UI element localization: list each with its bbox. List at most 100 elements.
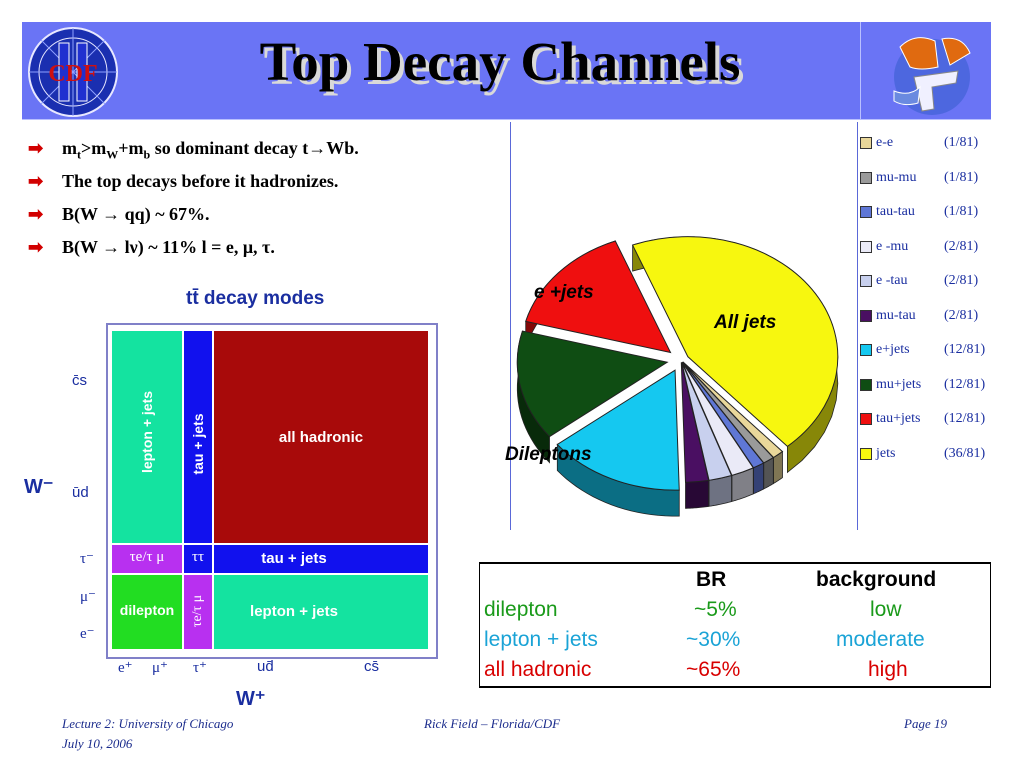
- legend-swatch: [860, 171, 872, 184]
- x-axis-label: W⁺: [236, 688, 266, 710]
- slice-label-all-jets: All jets: [714, 312, 777, 333]
- legend-item: mu-tau (2/81): [860, 299, 1010, 334]
- legend-label: e-e: [876, 135, 894, 151]
- background-header: background: [816, 568, 937, 591]
- row-name: all hadronic: [484, 658, 592, 681]
- row-name: dilepton: [484, 598, 558, 621]
- x-tick-tau: τ⁺: [193, 660, 207, 676]
- y-axis-label: W⁻: [24, 476, 54, 498]
- legend-item: jets (36/81): [860, 437, 1010, 472]
- legend-fraction: (2/81): [944, 238, 979, 254]
- legend-fraction: (36/81): [944, 445, 986, 461]
- bullet-item: ➡ B(W → qq) ~ 67%.: [28, 204, 210, 224]
- legend-item: mu-mu (1/81): [860, 161, 1010, 196]
- footer-left-line2: July 10, 2006: [62, 736, 133, 751]
- y-tick-mu: μ⁻: [80, 589, 96, 605]
- legend-label: jets: [876, 445, 896, 461]
- pie-slice-taujets: [525, 240, 672, 354]
- pie-chart: [516, 236, 839, 517]
- legend-item: mu+jets (12/81): [860, 368, 1010, 403]
- grid-cell-tau-e-mu-top: [112, 545, 182, 573]
- row-br: ~5%: [694, 598, 737, 621]
- tau-jets-vertical-label: tau + jets: [190, 413, 206, 475]
- bullet-list: ➡ mt>mW+mb so dominant decay t→Wb. ➡ The…: [28, 138, 508, 270]
- legend-swatch: [860, 240, 872, 253]
- legend-label: mu-mu: [876, 169, 917, 185]
- footer-center: Rick Field – Florida/CDF: [424, 716, 561, 731]
- legend-fraction: (12/81): [944, 376, 986, 392]
- x-tick-cs: cs̄: [364, 658, 379, 675]
- legend-swatch: [860, 344, 872, 357]
- grid-cell-tau-jets-horizontal: [214, 545, 428, 573]
- footer-right: Page 19: [904, 716, 947, 731]
- legend-fraction: (12/81): [944, 342, 986, 358]
- grid-cell-tau-e-mu-vertical: [184, 575, 212, 649]
- legend-fraction: (1/81): [944, 169, 979, 185]
- bullet-arrow-icon: ➡: [28, 237, 44, 257]
- pie-slice-side-mutau: [685, 479, 710, 509]
- legend-fraction: (1/81): [944, 135, 979, 151]
- legend-label: tau+jets: [876, 411, 921, 427]
- x-tick-e: e⁺: [118, 660, 133, 676]
- legend-fraction: (12/81): [944, 411, 986, 427]
- legend-swatch: [860, 413, 872, 426]
- grid-cell-lepton-jets-horizontal: [214, 575, 428, 649]
- legend-item: e -mu (2/81): [860, 230, 1010, 265]
- lepton-jets-vertical-label: lepton + jets: [139, 390, 155, 474]
- bullet-arrow-icon: ➡: [28, 138, 44, 158]
- pie-legend: e-e (1/81) mu-mu (1/81) tau-tau (1/81) e -mu (2…: [860, 126, 1010, 471]
- grid-title: tt̄ decay modes: [186, 288, 325, 309]
- bullet-item: ➡ B(W → lν) ~ 11% l = e, μ, τ.: [28, 237, 275, 257]
- row-background: low: [870, 598, 902, 621]
- pie-slice-mujets: [516, 330, 669, 438]
- slice-label-tau-jets: τ + jets: [665, 168, 728, 189]
- br-header: BR: [696, 568, 727, 591]
- row-background: moderate: [836, 628, 925, 651]
- row-br: ~65%: [686, 658, 741, 681]
- legend-label: e+jets: [876, 342, 910, 358]
- footer-left-line1: Lecture 2: University of Chicago: [62, 716, 234, 731]
- bullet-arrow-icon: ➡: [28, 171, 44, 191]
- table-row: lepton + jets ~30% moderate: [480, 626, 990, 656]
- legend-swatch: [860, 447, 872, 460]
- dilepton-label: dilepton: [119, 602, 175, 618]
- legend-fraction: (2/81): [944, 307, 979, 323]
- legend-item: tau-tau (1/81): [860, 195, 1010, 230]
- grid-cell-lepton-jets-vertical: [112, 331, 182, 543]
- row-background: high: [868, 658, 908, 681]
- row-br: ~30%: [686, 628, 741, 651]
- legend-swatch: [860, 275, 872, 288]
- tau-e-mu-top-label: τe/τ μ: [129, 549, 165, 565]
- y-tick-e: e⁻: [80, 626, 95, 642]
- x-tick-ud: ud̄: [257, 658, 274, 675]
- br-table-header: BR background: [480, 566, 990, 596]
- table-row: all hadronic ~65% high: [480, 656, 990, 686]
- cdf-logo-text: CDF: [48, 61, 97, 87]
- legend-fraction: (1/81): [944, 204, 979, 220]
- legend-label: mu-tau: [876, 307, 916, 323]
- grid-cell-tau-jets-vertical: [184, 331, 212, 543]
- bullet-arrow-icon: ➡: [28, 204, 44, 224]
- legend-label: mu+jets: [876, 376, 922, 392]
- legend-swatch: [860, 309, 872, 322]
- legend-item: e -tau (2/81): [860, 264, 1010, 299]
- bullet-item: ➡ The top decays before it hadronizes.: [28, 171, 339, 191]
- pie-slice-ejets: [556, 369, 680, 491]
- br-table: BR background dilepton ~5% low lepton + …: [479, 562, 991, 688]
- y-tick-ud: ūd: [72, 484, 89, 501]
- page-title: Top Decay Channels: [259, 31, 741, 92]
- pie-slice-jets: [631, 236, 839, 448]
- legend-item: e-e (1/81): [860, 126, 1010, 161]
- tau-e-mu-vertical-label: τe/τ μ: [190, 594, 205, 628]
- pie-slice-mutau: [680, 362, 710, 483]
- slice-label-dileptons: Dileptons: [505, 444, 592, 465]
- title-bar: [22, 22, 991, 120]
- tau-tau-label: ττ: [191, 549, 205, 565]
- grid-cell-tau-tau: [184, 545, 212, 573]
- grid-cell-dilepton: [112, 575, 182, 649]
- table-row: dilepton ~5% low: [480, 596, 990, 626]
- grid-cell-all-hadronic: [214, 331, 428, 543]
- legend-label: tau-tau: [876, 204, 915, 220]
- uf-logo: [880, 27, 980, 119]
- pie-chart-frame: [510, 122, 858, 530]
